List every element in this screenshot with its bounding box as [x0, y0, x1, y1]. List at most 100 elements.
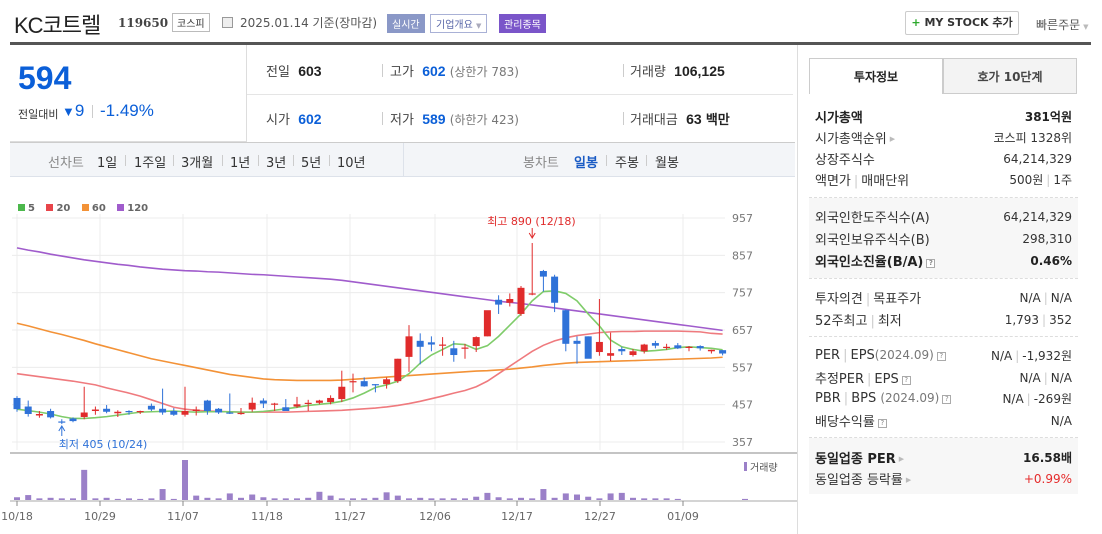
- candle[interactable]: [416, 333, 424, 365]
- candle[interactable]: [47, 408, 55, 419]
- legend-ma60[interactable]: 60: [81, 203, 106, 214]
- candle[interactable]: [293, 396, 301, 409]
- candle[interactable]: [282, 399, 290, 412]
- candle[interactable]: [226, 393, 234, 414]
- candle[interactable]: [685, 346, 693, 352]
- candle[interactable]: [170, 408, 178, 416]
- row-value: N/A: [1050, 413, 1072, 428]
- company-info-dropdown[interactable]: 기업개요 ▼: [430, 14, 488, 33]
- candle[interactable]: [495, 295, 503, 314]
- period-3y[interactable]: 3년: [266, 156, 287, 171]
- candle[interactable]: [719, 350, 727, 356]
- help-icon[interactable]: ?: [942, 395, 952, 404]
- period-3m[interactable]: 3개월: [181, 156, 214, 171]
- candle[interactable]: [584, 336, 592, 359]
- period-1w[interactable]: 1주일: [134, 156, 167, 171]
- candle[interactable]: [215, 408, 223, 414]
- candle[interactable]: [651, 340, 659, 349]
- candle[interactable]: [427, 336, 435, 352]
- volume-bar: [137, 498, 144, 500]
- period-1y[interactable]: 1년: [230, 156, 251, 171]
- candle[interactable]: [24, 400, 32, 417]
- candle[interactable]: [349, 373, 357, 393]
- candle[interactable]: [562, 309, 570, 352]
- candle[interactable]: [394, 358, 402, 384]
- volume-bar: [540, 489, 547, 500]
- market-cap-rank-row[interactable]: 시가총액순위 ▶ 코스피 1328위: [815, 127, 1072, 148]
- tab-orderbook-10[interactable]: 호가 10단계: [943, 58, 1077, 94]
- candle[interactable]: [573, 336, 581, 364]
- candle[interactable]: [114, 410, 122, 417]
- candle[interactable]: [360, 377, 368, 387]
- candle[interactable]: [237, 408, 245, 415]
- candle[interactable]: [181, 386, 189, 417]
- chevron-down-icon: ▼: [476, 22, 482, 30]
- header-divider: [10, 42, 1091, 45]
- candle[interactable]: [371, 384, 379, 393]
- candle[interactable]: [539, 269, 547, 292]
- candle[interactable]: [595, 299, 603, 356]
- candle[interactable]: [13, 396, 21, 412]
- candle[interactable]: [338, 370, 346, 403]
- row-label: 상장주식수: [815, 153, 875, 168]
- period-1d[interactable]: 1일: [97, 156, 118, 171]
- candle[interactable]: [35, 411, 43, 418]
- candle[interactable]: [517, 285, 525, 316]
- candle[interactable]: [136, 410, 144, 414]
- candle[interactable]: [483, 310, 491, 337]
- candle[interactable]: [629, 349, 637, 357]
- candle[interactable]: [461, 343, 469, 359]
- candle[interactable]: [696, 345, 704, 351]
- candle[interactable]: [663, 343, 671, 350]
- candle[interactable]: [405, 325, 413, 372]
- industry-change-row[interactable]: 동일업종 등락률 ▶ +0.99%: [815, 468, 1072, 489]
- legend-ma120[interactable]: 120: [117, 203, 148, 214]
- candle[interactable]: [439, 337, 447, 356]
- candle[interactable]: [159, 388, 167, 415]
- candle[interactable]: [203, 399, 211, 415]
- candle-daily[interactable]: 일봉: [574, 156, 598, 171]
- legend-ma20[interactable]: 20: [46, 203, 70, 214]
- quick-order-dropdown[interactable]: 빠른주문 ▼: [1036, 16, 1089, 33]
- candle[interactable]: [125, 410, 133, 415]
- help-icon[interactable]: ?: [877, 419, 887, 428]
- candle[interactable]: [551, 274, 559, 313]
- candle[interactable]: [271, 402, 279, 412]
- candle[interactable]: [192, 406, 200, 416]
- candle[interactable]: [607, 332, 615, 361]
- candle[interactable]: [147, 403, 155, 412]
- candle[interactable]: [315, 399, 323, 405]
- candle[interactable]: [674, 343, 682, 350]
- candle[interactable]: [383, 377, 391, 389]
- candle[interactable]: [69, 417, 77, 423]
- mystock-add-button[interactable]: + MY STOCK 추가: [905, 11, 1019, 35]
- candle[interactable]: [91, 406, 99, 415]
- foreign-section-bg: [809, 198, 1078, 278]
- period-5y[interactable]: 5년: [301, 156, 322, 171]
- candle[interactable]: [103, 405, 111, 414]
- industry-per-row[interactable]: 동일업종 PER ▶ 16.58배: [815, 447, 1072, 468]
- candle[interactable]: [450, 340, 458, 362]
- candlestick-chart[interactable]: 957 857 757 657 557 457 357 최고 890 (12/18) 최저 40…: [0, 200, 797, 534]
- candle[interactable]: [327, 395, 335, 405]
- candle[interactable]: [640, 343, 648, 354]
- candle[interactable]: [707, 349, 715, 354]
- candle-weekly[interactable]: 주봉: [615, 156, 639, 171]
- period-10y[interactable]: 10년: [337, 156, 366, 171]
- candle[interactable]: [80, 386, 88, 420]
- candle[interactable]: [506, 293, 514, 307]
- candle[interactable]: [618, 346, 626, 356]
- help-icon[interactable]: ?: [926, 259, 936, 268]
- help-icon[interactable]: ?: [901, 376, 911, 385]
- candle[interactable]: [259, 398, 267, 409]
- tab-invest-info[interactable]: 투자정보: [809, 58, 943, 94]
- candle[interactable]: [472, 336, 480, 353]
- realtime-badge[interactable]: 실시간: [387, 14, 425, 33]
- candle[interactable]: [248, 397, 256, 412]
- help-icon[interactable]: ?: [936, 352, 946, 361]
- candle[interactable]: [528, 243, 536, 296]
- candle-monthly[interactable]: 월봉: [655, 156, 679, 171]
- candle[interactable]: [58, 419, 66, 425]
- legend-ma5[interactable]: 5: [18, 203, 35, 214]
- candle[interactable]: [304, 399, 312, 412]
